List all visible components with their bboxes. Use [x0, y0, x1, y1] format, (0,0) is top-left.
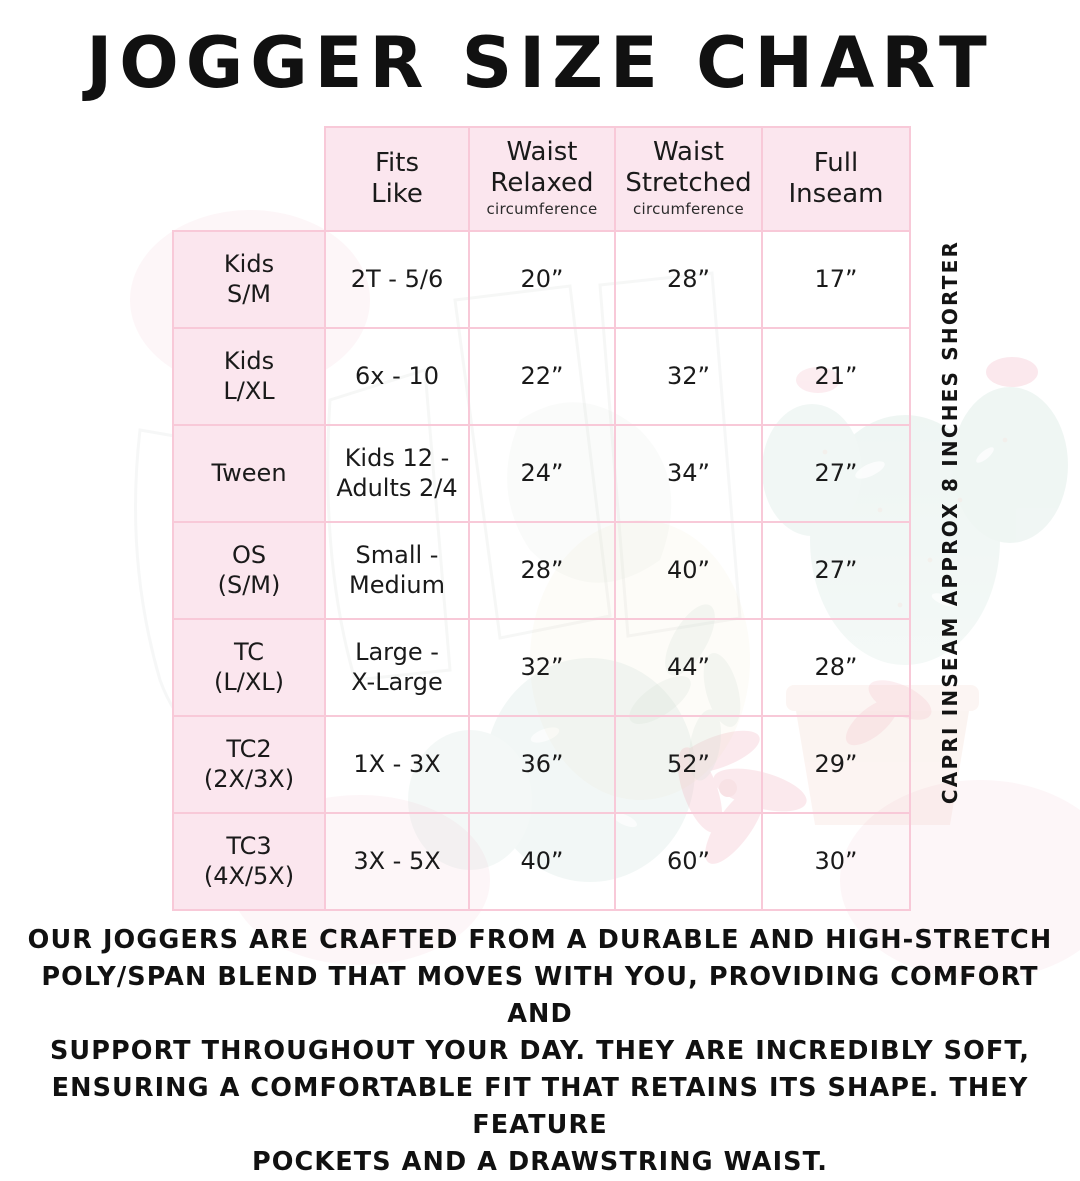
cell-waist-relaxed: 22”: [468, 327, 616, 426]
cell-full-inseam: 17”: [761, 230, 911, 329]
row-label-line1: OS: [231, 541, 267, 570]
cell-fits-like: 6x - 10: [324, 327, 470, 426]
cell-waist-relaxed: 24”: [468, 424, 616, 523]
description-line-5: POCKETS AND A DRAWSTRING WAIST.: [251, 1146, 829, 1177]
table-row: Kids L/XL 6x - 10 22” 32” 21”: [172, 327, 911, 426]
column-header-line1: Full: [813, 148, 859, 179]
description-line-1: OUR JOGGERS ARE CRAFTED FROM A DURABLE A…: [27, 925, 1053, 955]
column-header-subtitle: circumference: [632, 200, 745, 219]
cell-full-inseam: 30”: [761, 812, 911, 911]
row-label-line1: TC: [233, 638, 264, 667]
cell-full-inseam: 27”: [761, 521, 911, 620]
cell-line1: Kids 12 -: [344, 444, 450, 473]
cell-waist-relaxed: 40”: [468, 812, 616, 911]
cell-waist-stretched: 60”: [614, 812, 763, 911]
cell-line1: 6x - 10: [355, 361, 439, 390]
table-row: OS (S/M) Small - Medium 28” 40” 27”: [172, 521, 911, 620]
row-label-line2: (S/M): [217, 570, 281, 599]
table-row: TC2 (2X/3X) 1X - 3X 36” 52” 29”: [172, 715, 911, 814]
capri-inseam-note-text: CAPRI INSEAM APPROX 8 INCHES SHORTER: [938, 239, 963, 805]
cell-fits-like: Small - Medium: [324, 521, 470, 620]
row-label-line1: Kids: [223, 250, 275, 279]
page-title: JOGGER SIZE CHART: [86, 22, 994, 104]
cell-line1: 2T - 5/6: [350, 264, 444, 293]
column-header-waist-relaxed: Waist Relaxed circumference: [468, 126, 616, 232]
row-label-line2: (L/XL): [214, 667, 284, 696]
cell-waist-relaxed: 32”: [468, 618, 616, 717]
column-header-line1: Waist: [506, 137, 578, 168]
cell-fits-like: 2T - 5/6: [324, 230, 470, 329]
description-line-2: POLY/SPAN BLEND THAT MOVES WITH YOU, PRO…: [41, 961, 1039, 1029]
table-row: Tween Kids 12 - Adults 2/4 24” 34” 27”: [172, 424, 911, 523]
column-header-line2: Inseam: [788, 179, 884, 209]
column-header-subtitle: circumference: [486, 200, 598, 219]
row-label-line1: Tween: [211, 458, 287, 487]
cell-fits-like: Large - X-Large: [324, 618, 470, 717]
product-description: OUR JOGGERS ARE CRAFTED FROM A DURABLE A…: [24, 922, 1056, 1181]
cell-line1: Large -: [355, 638, 439, 667]
cell-fits-like: 3X - 5X: [324, 812, 470, 911]
column-header-line2: Stretched: [625, 167, 752, 198]
column-header-line1: Waist: [653, 137, 724, 168]
cell-line1: 1X - 3X: [353, 749, 441, 778]
cell-line2: Medium: [349, 570, 445, 599]
cell-waist-relaxed: 36”: [468, 715, 616, 814]
cell-waist-stretched: 32”: [614, 327, 763, 426]
cell-full-inseam: 28”: [761, 618, 911, 717]
table-row: TC3 (4X/5X) 3X - 5X 40” 60” 30”: [172, 812, 911, 911]
row-label-tc2: TC2 (2X/3X): [172, 715, 326, 814]
row-label-tc3: TC3 (4X/5X): [172, 812, 326, 911]
row-label-line1: TC2: [226, 735, 272, 764]
cell-full-inseam: 29”: [761, 715, 911, 814]
row-label-os-sm: OS (S/M): [172, 521, 326, 620]
cell-waist-stretched: 40”: [614, 521, 763, 620]
cell-line1: Small -: [355, 541, 439, 570]
row-label-tween: Tween: [172, 424, 326, 523]
row-label-line2: (2X/3X): [203, 764, 295, 793]
row-label-line2: L/XL: [223, 376, 275, 405]
cell-waist-stretched: 52”: [614, 715, 763, 814]
table-row: Kids S/M 2T - 5/6 20” 28” 17”: [172, 230, 911, 329]
row-label-line2: S/M: [226, 279, 272, 308]
column-header-line2: Relaxed: [490, 167, 594, 198]
cell-fits-like: 1X - 3X: [324, 715, 470, 814]
row-label-kids-sm: Kids S/M: [172, 230, 326, 329]
row-label-line2: (4X/5X): [203, 861, 295, 890]
description-line-3: SUPPORT THROUGHOUT YOUR DAY. THEY ARE IN…: [49, 1035, 1031, 1066]
column-header-fits-like: Fits Like: [324, 126, 470, 232]
cell-full-inseam: 27”: [761, 424, 911, 523]
column-header-waist-stretched: Waist Stretched circumference: [614, 126, 763, 232]
table-row: TC (L/XL) Large - X-Large 32” 44” 28”: [172, 618, 911, 717]
cell-full-inseam: 21”: [761, 327, 911, 426]
cell-line1: 3X - 5X: [353, 846, 441, 875]
cell-waist-relaxed: 20”: [468, 230, 616, 329]
row-label-line1: TC3: [226, 832, 272, 861]
cell-waist-stretched: 44”: [614, 618, 763, 717]
table-header-row: Fits Like Waist Relaxed circumference Wa…: [173, 126, 911, 232]
row-label-line1: Kids: [223, 347, 275, 376]
size-chart-table: Fits Like Waist Relaxed circumference Wa…: [172, 126, 911, 911]
row-label-tc-lxl: TC (L/XL): [172, 618, 326, 717]
row-label-kids-lxl: Kids L/XL: [172, 327, 326, 426]
capri-inseam-note: CAPRI INSEAM APPROX 8 INCHES SHORTER: [930, 232, 970, 812]
cell-line2: Adults 2/4: [336, 473, 458, 502]
description-line-4: ENSURING A COMFORTABLE FIT THAT RETAINS …: [51, 1072, 1029, 1140]
column-header-line1: Fits: [374, 148, 420, 179]
column-header-full-inseam: Full Inseam: [761, 126, 911, 232]
table-corner-cell: [173, 127, 325, 231]
cell-waist-stretched: 28”: [614, 230, 763, 329]
cell-fits-like: Kids 12 - Adults 2/4: [324, 424, 470, 523]
size-chart: Fits Like Waist Relaxed circumference Wa…: [172, 126, 911, 911]
cell-waist-relaxed: 28”: [468, 521, 616, 620]
cell-waist-stretched: 34”: [614, 424, 763, 523]
cell-line2: X-Large: [351, 667, 443, 696]
column-header-line2: Like: [371, 179, 423, 209]
